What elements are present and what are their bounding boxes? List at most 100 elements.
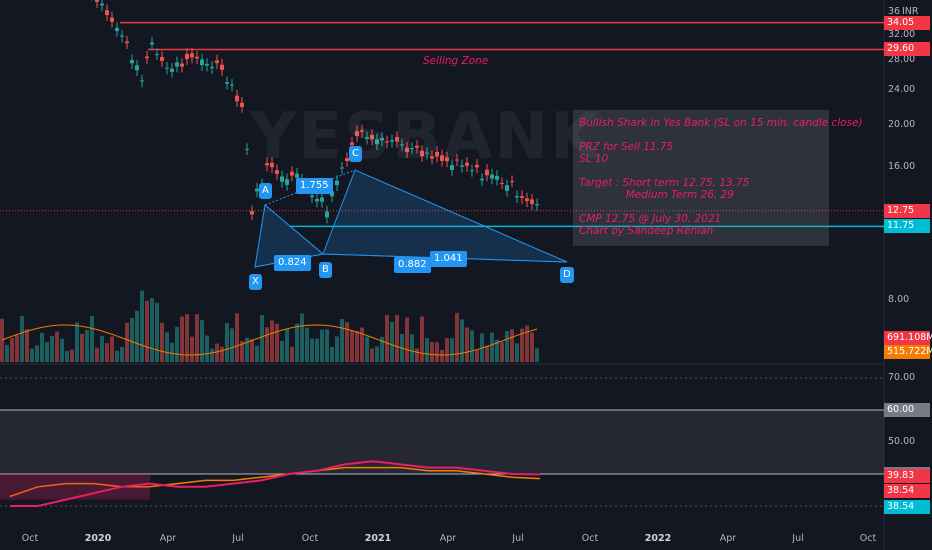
volume-bar xyxy=(140,290,144,362)
time-tick-label: Oct xyxy=(859,533,877,544)
pattern-point-label[interactable]: B xyxy=(319,262,332,278)
price-badge: 29.60 xyxy=(884,42,930,57)
volume-bar xyxy=(295,323,299,362)
candle-body xyxy=(205,63,209,66)
oscillator-band xyxy=(0,410,884,474)
volume-bar xyxy=(125,322,129,362)
volume-bar xyxy=(165,332,169,362)
candle-body xyxy=(380,138,384,141)
candle-body xyxy=(425,152,429,154)
time-tick-label: 2022 xyxy=(644,533,672,544)
candle-body xyxy=(460,165,464,167)
volume-bar xyxy=(435,342,439,362)
candle-body xyxy=(385,141,389,143)
candle-body xyxy=(180,63,184,67)
volume-bar xyxy=(505,331,509,362)
volume-bar xyxy=(430,342,434,362)
candle-body xyxy=(420,150,424,157)
currency-label: INR xyxy=(902,6,919,17)
price-badge: 38.54 xyxy=(884,500,930,514)
price-badge: 11.75 xyxy=(884,219,930,234)
candle-body xyxy=(525,198,529,202)
candle-body xyxy=(345,158,349,162)
volume-bar xyxy=(410,334,414,362)
price-badge: 691.108M xyxy=(884,331,932,345)
volume-bar xyxy=(515,343,519,362)
candle-body xyxy=(465,162,469,166)
volume-bar xyxy=(465,327,469,362)
volume-bar xyxy=(385,315,389,362)
volume-bar xyxy=(495,339,499,362)
price-tick-label: 24.00 xyxy=(888,83,916,95)
volume-bar xyxy=(520,328,524,362)
volume-bar xyxy=(145,300,149,362)
volume-bar xyxy=(300,313,304,362)
volume-bar xyxy=(395,315,399,362)
candle-body xyxy=(105,10,109,15)
oscillator-tick-label: 50.00 xyxy=(888,436,916,447)
volume-bar xyxy=(535,348,539,362)
volume-bar xyxy=(155,302,159,362)
candle-body xyxy=(515,196,519,198)
price-badge: 12.75 xyxy=(884,203,930,218)
volume-bar xyxy=(25,329,29,362)
volume-bar xyxy=(5,344,9,362)
volume-bar xyxy=(365,336,369,362)
note-line: Bullish Shark in Yes Bank (SL on 15 min.… xyxy=(579,117,863,129)
volume-bar xyxy=(135,310,139,362)
volume-bar xyxy=(195,314,199,362)
volume-bar xyxy=(530,332,534,362)
volume-bar xyxy=(335,336,339,362)
volume-bar xyxy=(215,343,219,362)
time-tick-label: Apr xyxy=(159,533,177,544)
volume-bar xyxy=(45,341,49,362)
candle-body xyxy=(320,197,324,202)
candle-body xyxy=(250,211,254,215)
volume-bar xyxy=(455,312,459,362)
candle-body xyxy=(295,173,299,178)
pattern-xb-line xyxy=(254,253,324,268)
volume-bar xyxy=(55,331,59,362)
candle-body xyxy=(290,171,294,176)
candle-body xyxy=(170,68,174,72)
oscillator-line-b xyxy=(10,460,541,507)
volume-bar xyxy=(260,315,264,362)
note-line: SL 10 xyxy=(579,153,609,165)
time-tick-label: Oct xyxy=(21,533,39,544)
oscillator-tick-label: 70.00 xyxy=(888,372,916,383)
candle-body xyxy=(155,54,159,56)
candle-body xyxy=(390,140,394,142)
price-tick-label: 32.00 xyxy=(888,28,916,40)
candle-body xyxy=(215,60,219,64)
candle-body xyxy=(370,134,374,140)
time-tick-label: 2020 xyxy=(84,533,112,544)
analysis-note-box[interactable] xyxy=(573,110,829,246)
candle-body xyxy=(245,148,249,150)
volume-bar xyxy=(255,345,259,362)
volume-bar xyxy=(70,349,74,362)
candle-body xyxy=(480,178,484,181)
volume-bar xyxy=(290,346,294,362)
candle-body xyxy=(160,57,164,61)
volume-bar xyxy=(190,336,194,362)
volume-bar xyxy=(340,318,344,362)
pattern-point-label[interactable]: D xyxy=(560,267,574,283)
volume-bar xyxy=(345,322,349,362)
pattern-point-label[interactable]: C xyxy=(349,146,362,162)
candle-body xyxy=(440,155,444,161)
candle-body xyxy=(505,185,509,191)
volume-bar xyxy=(425,338,429,362)
volume-bar xyxy=(415,348,419,362)
volume-bar xyxy=(160,322,164,362)
volume-bar xyxy=(315,338,319,362)
candle-body xyxy=(280,176,284,182)
volume-bar xyxy=(320,329,324,362)
time-tick-label: Oct xyxy=(581,533,599,544)
pattern-point-label[interactable]: X xyxy=(249,274,262,290)
volume-bar xyxy=(65,350,69,362)
pattern-point-label[interactable]: A xyxy=(259,183,272,199)
candle-body xyxy=(470,170,474,172)
volume-bar xyxy=(360,327,364,362)
volume-bar xyxy=(245,337,249,362)
